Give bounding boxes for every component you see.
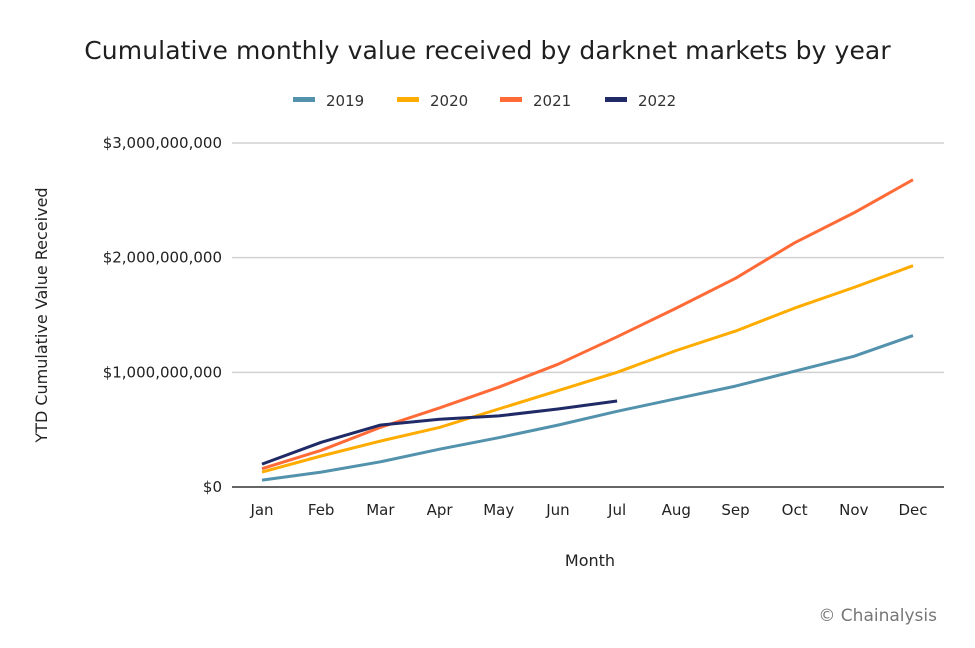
x-axis-ticks: Jan Feb Mar Apr May Jun Jul Aug Sep Oct Nov Dec [249,501,927,519]
x-tick-label: Feb [308,501,335,519]
legend-label: 2022 [638,92,676,110]
series-line-2020 [261,264,914,474]
x-tick-label: Mar [366,501,395,519]
x-tick-label: Sep [721,501,749,519]
legend-label: 2019 [326,92,364,110]
x-tick-label: Dec [898,501,927,519]
legend-item-2021: 2021 [500,92,571,110]
y-tick-label: $3,000,000,000 [103,134,222,152]
gridlines [232,142,944,488]
legend-label: 2021 [533,92,571,110]
legend-label: 2020 [430,92,468,110]
x-tick-label: Jun [545,501,569,519]
legend-swatch [397,97,419,102]
legend-item-2020: 2020 [397,92,468,110]
legend-swatch [293,97,315,102]
x-tick-label: Aug [662,501,691,519]
chart-title: Cumulative monthly value received by dar… [84,36,891,65]
series-line-2021 [261,178,914,471]
series-line-2022 [261,399,618,466]
x-tick-label: Jan [249,501,273,519]
series-lines [261,178,914,482]
x-tick-label: Nov [839,501,868,519]
y-tick-label: $1,000,000,000 [103,363,222,381]
chainalysis-credit: © Chainalysis [818,606,937,626]
legend-swatch [500,97,522,102]
legend-item-2019: 2019 [293,92,364,110]
y-axis-ticks: $0 $1,000,000,000 $2,000,000,000 $3,000,000… [103,134,222,496]
x-tick-label: Jul [607,501,626,519]
y-tick-label: $0 [203,478,222,496]
y-axis-title: YTD Cumulative Value Received [32,187,51,443]
x-tick-label: Apr [427,501,454,519]
legend-item-2022: 2022 [605,92,676,110]
x-tick-label: Oct [782,501,808,519]
x-axis-title: Month [565,551,615,570]
legend-swatch [605,97,627,102]
y-tick-label: $2,000,000,000 [103,249,222,267]
x-tick-label: May [483,501,514,519]
series-line-2019 [261,334,914,482]
legend: 2019 2020 2021 2022 [293,92,676,110]
